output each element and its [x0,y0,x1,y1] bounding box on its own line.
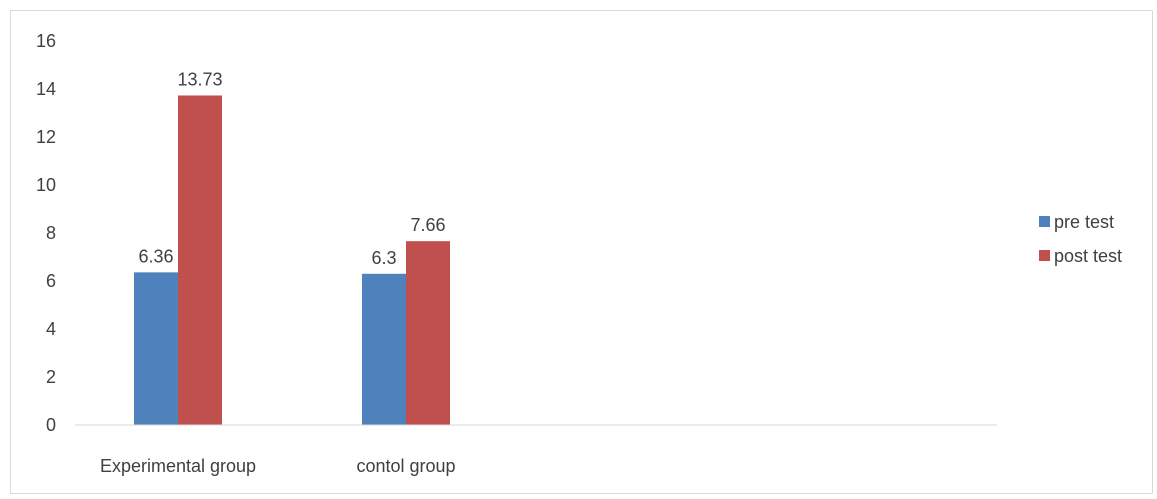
y-tick-label: 16 [36,31,56,51]
bars [134,95,450,425]
y-tick-label: 14 [36,79,56,99]
x-category-label: contol group [356,456,455,476]
bar-post-test-0 [178,95,222,425]
legend-label-post-test: post test [1054,246,1122,266]
data-label: 7.66 [410,215,445,235]
data-label: 6.36 [138,246,173,266]
bar-pre-test-1 [362,273,406,425]
y-tick-label: 0 [46,415,56,435]
y-tick-label: 2 [46,367,56,387]
legend-label-pre-test: pre test [1054,212,1114,232]
y-tick-label: 12 [36,127,56,147]
y-axis-ticks: 0 2 4 6 8 10 12 14 16 [36,31,56,435]
x-category-label: Experimental group [100,456,256,476]
y-tick-label: 4 [46,319,56,339]
y-tick-label: 8 [46,223,56,243]
bar-post-test-1 [406,241,450,425]
x-axis-categories: Experimental group contol group [100,456,456,476]
legend-swatch-post-test [1039,250,1050,261]
data-label: 13.73 [177,69,222,89]
legend: pre test post test [1039,212,1122,266]
y-tick-label: 6 [46,271,56,291]
data-labels: 6.36 13.73 6.3 7.66 [138,69,445,267]
legend-swatch-pre-test [1039,216,1050,227]
data-label: 6.3 [371,248,396,268]
y-tick-label: 10 [36,175,56,195]
bar-pre-test-0 [134,272,178,425]
